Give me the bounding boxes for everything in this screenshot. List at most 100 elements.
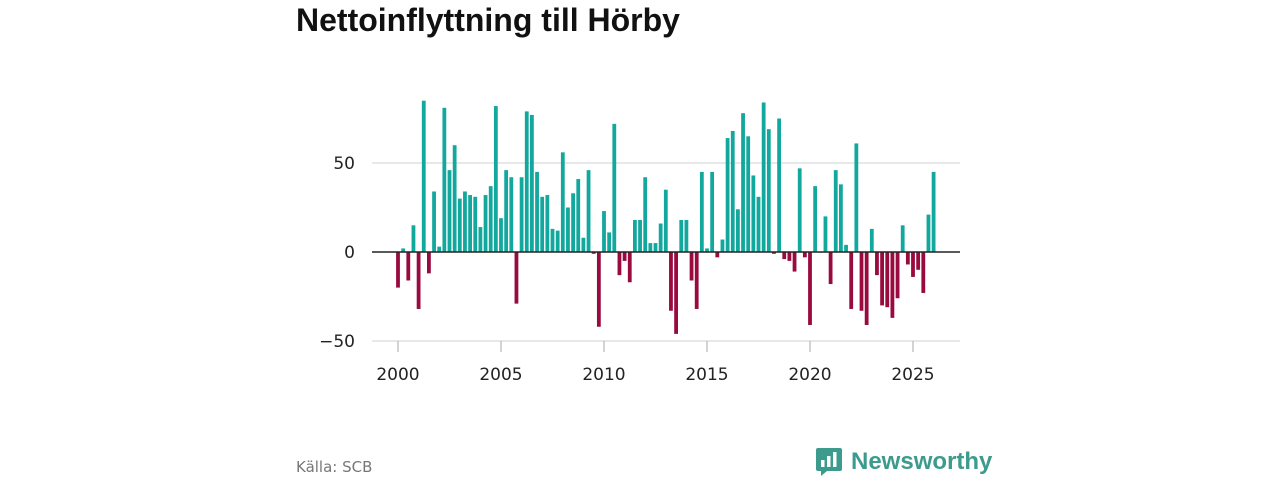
bar <box>782 252 787 260</box>
bar <box>715 252 720 258</box>
bar <box>823 216 828 252</box>
bar <box>499 218 503 252</box>
bar <box>473 196 478 252</box>
bar <box>581 237 586 252</box>
bar <box>602 211 606 252</box>
y-tick-label: −50 <box>319 332 355 352</box>
x-tick-label: 2000 <box>376 365 419 385</box>
bar <box>586 170 591 252</box>
bar <box>854 143 859 252</box>
bar <box>396 252 400 288</box>
bar <box>725 138 730 252</box>
bar <box>674 252 678 334</box>
bar <box>566 207 570 252</box>
bar <box>864 252 869 325</box>
bar <box>756 196 761 252</box>
brand-name: Newsworthy <box>851 448 993 475</box>
bar <box>411 225 416 252</box>
x-axis-ticks: 2000 2005 2010 2015 2020 2025 <box>376 341 935 385</box>
bar <box>571 193 575 252</box>
y-axis-ticks: 50 0 −50 <box>319 154 355 352</box>
bar <box>833 170 838 252</box>
bar <box>761 102 766 252</box>
bar <box>406 252 411 281</box>
bar <box>442 107 447 252</box>
bar <box>777 118 781 252</box>
bar <box>802 252 807 258</box>
bar <box>875 252 879 276</box>
x-tick-label: 2005 <box>479 365 522 385</box>
bar <box>926 214 931 252</box>
bar <box>839 184 843 252</box>
bar <box>437 246 442 252</box>
bar <box>530 114 534 252</box>
chart-area: 50 0 −50 2000 2005 2010 2015 2020 2025 <box>319 100 960 385</box>
bar <box>560 152 565 252</box>
bar <box>931 171 936 252</box>
x-tick-label: 2015 <box>685 365 728 385</box>
bar <box>483 195 488 252</box>
bar <box>463 191 467 252</box>
brand-logo[interactable]: Newsworthy <box>815 447 992 477</box>
bar <box>885 252 890 308</box>
bar <box>844 244 848 252</box>
bar <box>401 248 406 252</box>
bar <box>468 195 472 252</box>
bar <box>813 186 818 252</box>
bar <box>643 177 648 252</box>
bar <box>427 252 431 274</box>
bar <box>699 171 704 252</box>
source-label: Källa: SCB <box>296 458 373 476</box>
gridlines <box>372 162 960 342</box>
bar <box>493 106 498 252</box>
bar <box>622 252 627 261</box>
bar <box>416 252 421 309</box>
bar <box>921 252 926 293</box>
bar <box>452 145 457 252</box>
bar <box>432 191 436 252</box>
bar <box>478 227 483 252</box>
y-tick-label: 0 <box>344 243 355 263</box>
bar <box>895 252 900 299</box>
bar <box>504 170 509 252</box>
bar <box>514 252 519 304</box>
bar <box>766 129 771 252</box>
bar <box>694 252 699 309</box>
x-tick-label: 2020 <box>788 365 831 385</box>
bars <box>396 100 936 334</box>
bar <box>720 239 725 252</box>
bar <box>797 168 802 252</box>
bar <box>880 252 884 306</box>
bar <box>669 252 673 311</box>
bar <box>684 219 689 252</box>
bar <box>689 252 694 281</box>
x-tick-label: 2010 <box>582 365 625 385</box>
bar <box>663 189 668 252</box>
chart-title: Nettoinflyttning till Hörby <box>296 2 680 38</box>
bar <box>787 252 792 261</box>
bar <box>828 252 833 285</box>
bar <box>869 228 874 252</box>
bar <box>772 252 776 254</box>
bar <box>905 252 910 265</box>
bar <box>457 198 462 252</box>
bar <box>612 123 617 252</box>
bar <box>535 171 539 252</box>
bar <box>730 130 735 252</box>
bar <box>488 186 493 252</box>
bar <box>509 177 514 252</box>
bar <box>741 113 745 252</box>
bar <box>540 196 545 252</box>
bar <box>524 111 529 252</box>
bar <box>849 252 854 309</box>
bar <box>648 243 653 252</box>
bar <box>596 252 601 327</box>
bar <box>900 225 905 252</box>
x-tick-label: 2025 <box>891 365 934 385</box>
bar <box>617 252 622 276</box>
bar <box>591 252 596 254</box>
bar <box>808 252 812 325</box>
bar <box>710 171 715 252</box>
bar <box>653 243 658 252</box>
bar <box>627 252 632 283</box>
